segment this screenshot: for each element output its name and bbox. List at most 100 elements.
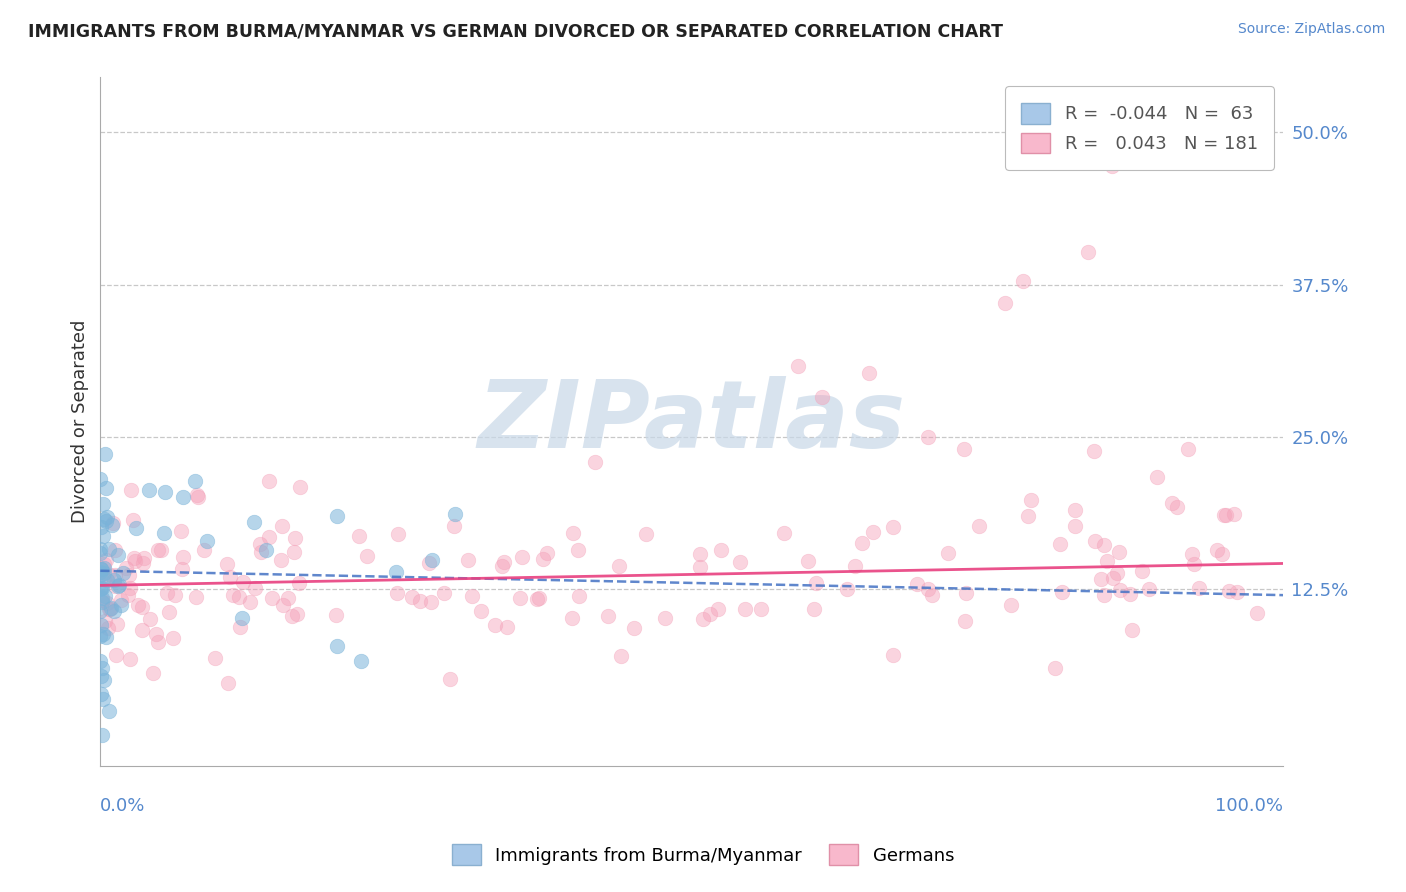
- Point: [283, 545, 305, 559]
- Point: [90, 661, 112, 675]
- Point: [1211, 547, 1233, 561]
- Point: [90, 520, 112, 534]
- Point: [228, 591, 250, 605]
- Point: [111, 566, 134, 580]
- Point: [184, 474, 207, 488]
- Point: [623, 621, 645, 635]
- Point: [526, 591, 548, 606]
- Point: [862, 525, 884, 540]
- Point: [1064, 518, 1087, 533]
- Point: [773, 525, 796, 540]
- Point: [170, 524, 193, 538]
- Point: [1108, 582, 1130, 597]
- Point: [91, 593, 114, 607]
- Point: [288, 480, 311, 494]
- Point: [858, 367, 880, 381]
- Point: [155, 484, 177, 499]
- Point: [89, 545, 111, 559]
- Point: [122, 513, 145, 527]
- Point: [689, 559, 711, 574]
- Point: [104, 579, 127, 593]
- Legend: R =  -0.044   N =  63, R =   0.043   N = 181: R = -0.044 N = 63, R = 0.043 N = 181: [1005, 87, 1274, 169]
- Point: [325, 607, 347, 622]
- Point: [186, 488, 208, 502]
- Point: [90, 561, 112, 575]
- Point: [803, 602, 825, 616]
- Point: [89, 582, 111, 596]
- Point: [749, 602, 772, 616]
- Point: [512, 550, 534, 565]
- Point: [257, 530, 280, 544]
- Point: [89, 565, 111, 579]
- Point: [105, 648, 128, 662]
- Point: [491, 559, 513, 574]
- Point: [91, 591, 114, 605]
- Point: [287, 576, 309, 591]
- Point: [125, 521, 148, 535]
- Point: [276, 591, 298, 606]
- Point: [204, 651, 226, 665]
- Point: [409, 594, 432, 608]
- Point: [270, 553, 292, 567]
- Point: [607, 559, 630, 574]
- Point: [1090, 572, 1112, 586]
- Point: [531, 552, 554, 566]
- Point: [811, 390, 834, 404]
- Point: [952, 442, 974, 456]
- Point: [94, 446, 117, 460]
- Point: [97, 704, 120, 718]
- Point: [90, 562, 112, 576]
- Point: [163, 588, 186, 602]
- Point: [118, 652, 141, 666]
- Point: [239, 595, 262, 609]
- Point: [89, 654, 111, 668]
- Point: [94, 589, 117, 603]
- Point: [90, 669, 112, 683]
- Point: [93, 558, 115, 572]
- Point: [326, 639, 349, 653]
- Point: [281, 609, 304, 624]
- Point: [94, 614, 117, 628]
- Point: [1166, 500, 1188, 515]
- Point: [172, 550, 194, 565]
- Point: [231, 611, 253, 625]
- Point: [728, 555, 751, 569]
- Point: [356, 549, 378, 563]
- Point: [1050, 585, 1073, 599]
- Point: [1212, 508, 1234, 522]
- Point: [145, 627, 167, 641]
- Point: [583, 455, 606, 469]
- Point: [1205, 543, 1227, 558]
- Point: [148, 543, 170, 558]
- Point: [882, 648, 904, 662]
- Point: [1012, 274, 1035, 288]
- Point: [93, 511, 115, 525]
- Point: [184, 591, 207, 605]
- Point: [120, 582, 142, 596]
- Point: [349, 654, 371, 668]
- Point: [131, 623, 153, 637]
- Point: [132, 556, 155, 570]
- Point: [385, 565, 408, 579]
- Point: [103, 573, 125, 587]
- Point: [567, 542, 589, 557]
- Point: [162, 632, 184, 646]
- Point: [96, 596, 118, 610]
- Point: [1102, 571, 1125, 585]
- Point: [228, 620, 250, 634]
- Point: [260, 591, 283, 606]
- Point: [1246, 606, 1268, 620]
- Point: [149, 543, 172, 558]
- Point: [100, 601, 122, 615]
- Point: [271, 598, 294, 612]
- Point: [146, 635, 169, 649]
- Point: [101, 518, 124, 533]
- Point: [443, 519, 465, 533]
- Point: [254, 542, 277, 557]
- Point: [98, 541, 121, 556]
- Point: [172, 561, 194, 575]
- Point: [1101, 160, 1123, 174]
- Point: [222, 588, 245, 602]
- Point: [232, 574, 254, 589]
- Point: [271, 518, 294, 533]
